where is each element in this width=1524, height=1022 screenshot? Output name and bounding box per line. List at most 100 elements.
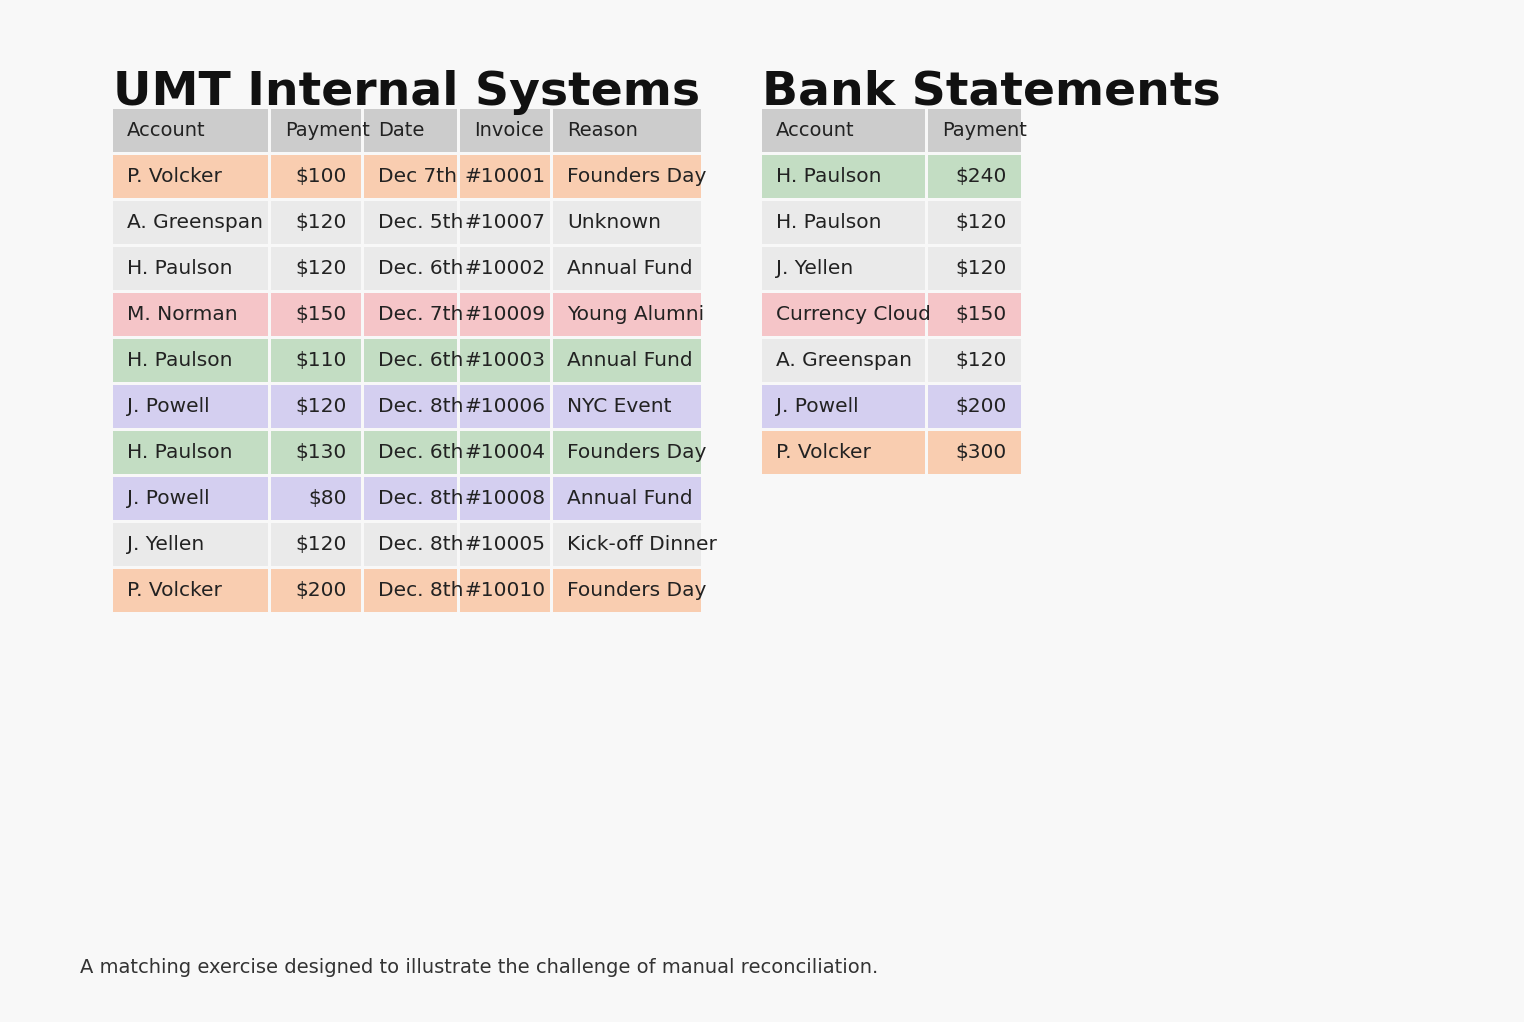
FancyBboxPatch shape <box>762 339 925 382</box>
FancyBboxPatch shape <box>928 155 1021 198</box>
Text: $240: $240 <box>956 167 1007 186</box>
Text: $80: $80 <box>308 489 347 508</box>
Text: $150: $150 <box>296 305 347 324</box>
Text: Dec. 6th: Dec. 6th <box>378 351 463 370</box>
Text: $120: $120 <box>296 259 347 278</box>
FancyBboxPatch shape <box>460 293 550 336</box>
FancyBboxPatch shape <box>460 569 550 612</box>
FancyBboxPatch shape <box>364 247 457 290</box>
FancyBboxPatch shape <box>460 109 550 152</box>
FancyBboxPatch shape <box>928 431 1021 474</box>
FancyBboxPatch shape <box>271 569 361 612</box>
FancyBboxPatch shape <box>364 477 457 520</box>
Text: UMT Internal Systems: UMT Internal Systems <box>113 69 700 114</box>
FancyBboxPatch shape <box>762 431 925 474</box>
FancyBboxPatch shape <box>762 385 925 428</box>
Text: P. Volcker: P. Volcker <box>776 443 870 462</box>
Text: H. Paulson: H. Paulson <box>126 351 233 370</box>
Text: $130: $130 <box>296 443 347 462</box>
Text: $100: $100 <box>296 167 347 186</box>
Text: Young Alumni: Young Alumni <box>567 305 704 324</box>
Text: Currency Cloud: Currency Cloud <box>776 305 931 324</box>
FancyBboxPatch shape <box>271 523 361 566</box>
FancyBboxPatch shape <box>553 155 701 198</box>
Text: Dec. 8th: Dec. 8th <box>378 535 463 554</box>
Text: #10001: #10001 <box>465 167 546 186</box>
Text: Dec. 8th: Dec. 8th <box>378 397 463 416</box>
FancyBboxPatch shape <box>364 201 457 244</box>
Text: Dec. 7th: Dec. 7th <box>378 305 463 324</box>
Text: Annual Fund: Annual Fund <box>567 489 692 508</box>
Text: Annual Fund: Annual Fund <box>567 351 692 370</box>
Text: Dec. 5th: Dec. 5th <box>378 213 463 232</box>
FancyBboxPatch shape <box>113 569 268 612</box>
Text: P. Volcker: P. Volcker <box>126 580 223 600</box>
FancyBboxPatch shape <box>113 293 268 336</box>
FancyBboxPatch shape <box>113 477 268 520</box>
Text: J. Powell: J. Powell <box>126 489 210 508</box>
FancyBboxPatch shape <box>928 247 1021 290</box>
FancyBboxPatch shape <box>460 523 550 566</box>
FancyBboxPatch shape <box>762 201 925 244</box>
Text: P. Volcker: P. Volcker <box>126 167 223 186</box>
FancyBboxPatch shape <box>271 339 361 382</box>
Text: #10008: #10008 <box>465 489 546 508</box>
FancyBboxPatch shape <box>460 201 550 244</box>
Text: M. Norman: M. Norman <box>126 305 238 324</box>
FancyBboxPatch shape <box>928 293 1021 336</box>
Text: Annual Fund: Annual Fund <box>567 259 692 278</box>
Text: $200: $200 <box>956 397 1007 416</box>
FancyBboxPatch shape <box>460 339 550 382</box>
FancyBboxPatch shape <box>553 339 701 382</box>
Text: $200: $200 <box>296 580 347 600</box>
Text: Account: Account <box>776 121 855 140</box>
Text: Unknown: Unknown <box>567 213 661 232</box>
Text: $120: $120 <box>296 397 347 416</box>
Text: Dec. 6th: Dec. 6th <box>378 443 463 462</box>
FancyBboxPatch shape <box>460 247 550 290</box>
FancyBboxPatch shape <box>364 431 457 474</box>
Text: J. Powell: J. Powell <box>126 397 210 416</box>
Text: H. Paulson: H. Paulson <box>126 443 233 462</box>
Text: Founders Day: Founders Day <box>567 580 707 600</box>
Text: $120: $120 <box>956 351 1007 370</box>
FancyBboxPatch shape <box>762 247 925 290</box>
FancyBboxPatch shape <box>460 431 550 474</box>
Text: $110: $110 <box>296 351 347 370</box>
FancyBboxPatch shape <box>113 385 268 428</box>
Text: J. Yellen: J. Yellen <box>126 535 204 554</box>
Text: #10002: #10002 <box>465 259 546 278</box>
FancyBboxPatch shape <box>553 201 701 244</box>
Text: Payment: Payment <box>942 121 1027 140</box>
FancyBboxPatch shape <box>364 109 457 152</box>
FancyBboxPatch shape <box>553 247 701 290</box>
Text: Bank Statements: Bank Statements <box>762 69 1221 114</box>
Text: #10010: #10010 <box>465 580 546 600</box>
Text: J. Yellen: J. Yellen <box>776 259 853 278</box>
Text: Dec 7th: Dec 7th <box>378 167 457 186</box>
Text: J. Powell: J. Powell <box>776 397 858 416</box>
FancyBboxPatch shape <box>553 569 701 612</box>
Text: A matching exercise designed to illustrate the challenge of manual reconciliatio: A matching exercise designed to illustra… <box>79 958 878 976</box>
FancyBboxPatch shape <box>553 431 701 474</box>
FancyBboxPatch shape <box>928 385 1021 428</box>
FancyBboxPatch shape <box>271 385 361 428</box>
FancyBboxPatch shape <box>928 109 1021 152</box>
FancyBboxPatch shape <box>113 247 268 290</box>
Text: $300: $300 <box>956 443 1007 462</box>
FancyBboxPatch shape <box>113 339 268 382</box>
Text: $120: $120 <box>296 213 347 232</box>
Text: Founders Day: Founders Day <box>567 443 707 462</box>
FancyBboxPatch shape <box>553 293 701 336</box>
Text: Dec. 6th: Dec. 6th <box>378 259 463 278</box>
Text: #10009: #10009 <box>465 305 546 324</box>
FancyBboxPatch shape <box>553 523 701 566</box>
FancyBboxPatch shape <box>762 109 925 152</box>
FancyBboxPatch shape <box>271 201 361 244</box>
Text: A. Greenspan: A. Greenspan <box>126 213 264 232</box>
FancyBboxPatch shape <box>553 109 701 152</box>
Text: Reason: Reason <box>567 121 639 140</box>
FancyBboxPatch shape <box>271 155 361 198</box>
Text: #10003: #10003 <box>465 351 546 370</box>
FancyBboxPatch shape <box>113 109 268 152</box>
